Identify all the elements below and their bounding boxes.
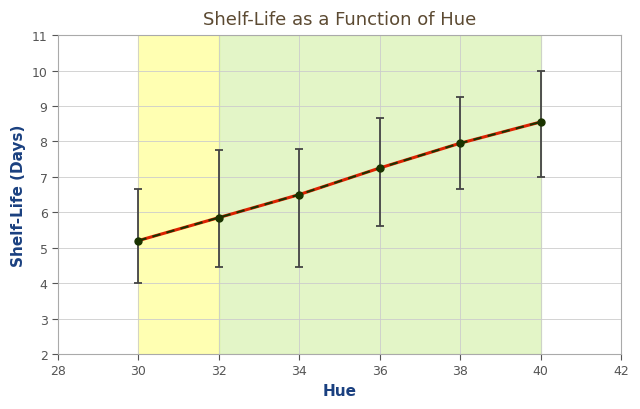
Title: Shelf-Life as a Function of Hue: Shelf-Life as a Function of Hue bbox=[203, 11, 476, 29]
Bar bbox=[138, 36, 219, 354]
Bar bbox=[219, 36, 541, 354]
X-axis label: Hue: Hue bbox=[323, 383, 356, 398]
Y-axis label: Shelf-Life (Days): Shelf-Life (Days) bbox=[11, 124, 26, 266]
